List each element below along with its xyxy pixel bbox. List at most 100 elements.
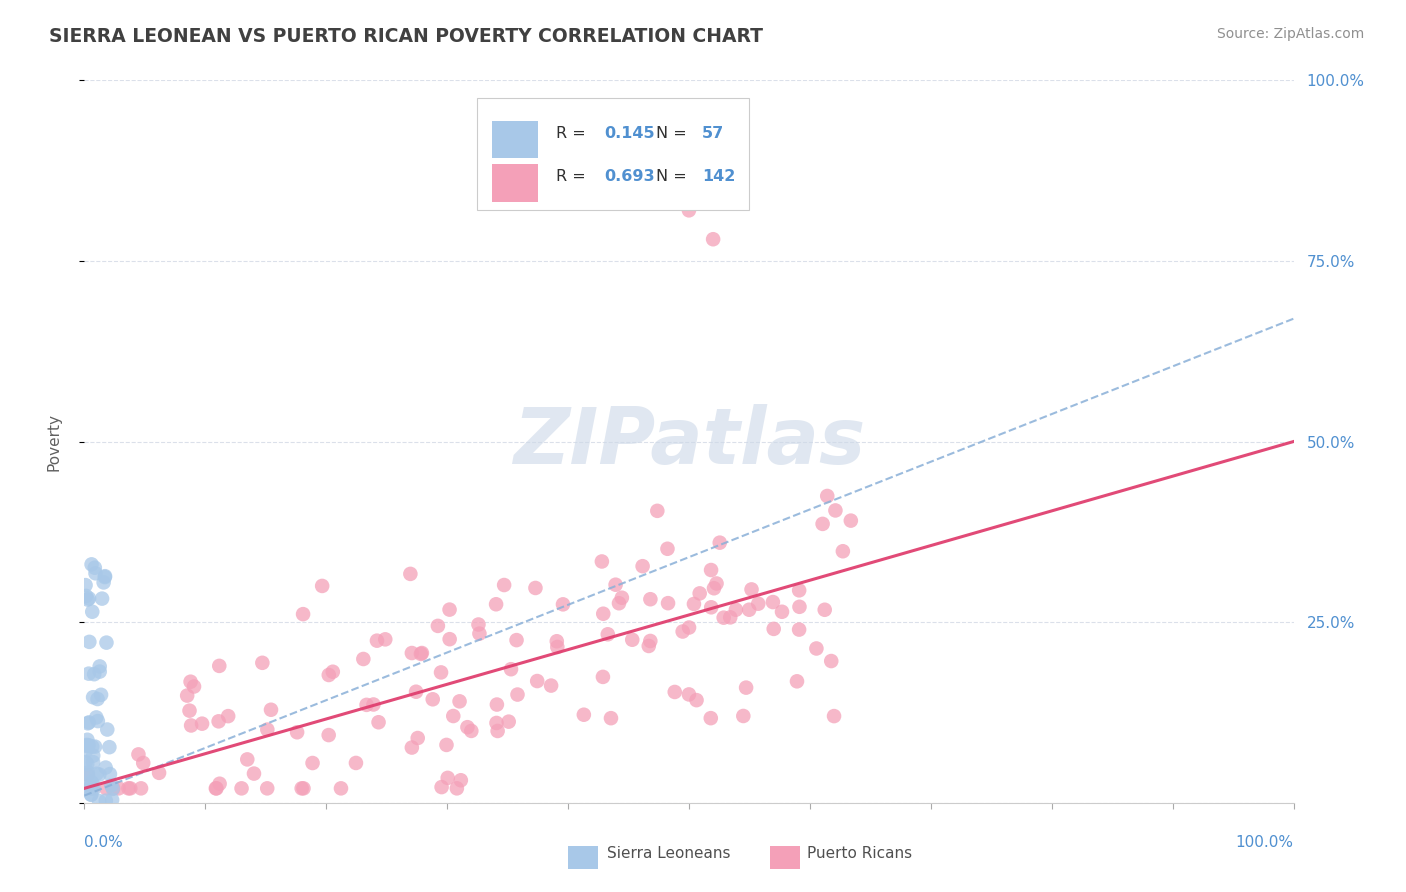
FancyBboxPatch shape bbox=[492, 120, 538, 158]
Point bbox=[607, 596, 630, 610]
Point bbox=[733, 709, 755, 723]
Point bbox=[450, 773, 472, 788]
Point bbox=[741, 582, 763, 597]
Point bbox=[91, 591, 114, 606]
Point bbox=[363, 698, 385, 712]
Point bbox=[352, 652, 374, 666]
Point bbox=[700, 563, 723, 577]
Point bbox=[217, 709, 239, 723]
Point bbox=[839, 514, 862, 528]
Point bbox=[485, 715, 508, 730]
Point bbox=[117, 781, 139, 796]
Point bbox=[75, 739, 97, 753]
Point bbox=[148, 765, 170, 780]
Point bbox=[207, 714, 229, 729]
Point bbox=[94, 570, 117, 584]
Point bbox=[411, 646, 433, 660]
Point bbox=[79, 780, 101, 794]
Point bbox=[80, 780, 103, 794]
Point bbox=[700, 711, 723, 725]
Point bbox=[208, 777, 231, 791]
Text: 142: 142 bbox=[702, 169, 735, 184]
Point bbox=[546, 634, 568, 648]
Point bbox=[82, 690, 104, 705]
Point bbox=[93, 575, 115, 590]
Point bbox=[83, 667, 105, 681]
Text: Sierra Leoneans: Sierra Leoneans bbox=[607, 846, 730, 861]
Point bbox=[76, 716, 98, 731]
Y-axis label: Poverty: Poverty bbox=[46, 412, 62, 471]
Point bbox=[811, 516, 834, 531]
Point bbox=[485, 698, 508, 712]
Point bbox=[441, 709, 464, 723]
Point bbox=[596, 627, 619, 641]
FancyBboxPatch shape bbox=[492, 164, 538, 202]
Point bbox=[709, 535, 731, 549]
Text: SIERRA LEONEAN VS PUERTO RICAN POVERTY CORRELATION CHART: SIERRA LEONEAN VS PUERTO RICAN POVERTY C… bbox=[49, 27, 763, 45]
Point bbox=[94, 794, 117, 808]
Point bbox=[96, 723, 118, 737]
Point bbox=[713, 610, 735, 624]
Point bbox=[129, 781, 152, 796]
Point bbox=[820, 654, 842, 668]
Point bbox=[208, 659, 231, 673]
Point bbox=[311, 579, 333, 593]
Point bbox=[499, 662, 522, 676]
Point bbox=[702, 232, 724, 246]
Point bbox=[551, 598, 574, 612]
Point bbox=[685, 693, 707, 707]
Point bbox=[191, 716, 214, 731]
Point bbox=[724, 603, 747, 617]
Point bbox=[285, 725, 308, 739]
Point bbox=[789, 599, 811, 614]
Point bbox=[100, 779, 122, 793]
Point bbox=[236, 752, 259, 766]
Point bbox=[689, 586, 711, 600]
Point bbox=[120, 781, 142, 796]
Text: 100.0%: 100.0% bbox=[1236, 835, 1294, 850]
Point bbox=[787, 623, 810, 637]
Point bbox=[183, 680, 205, 694]
Point bbox=[806, 641, 828, 656]
Point bbox=[700, 600, 723, 615]
Point bbox=[330, 781, 353, 796]
Point bbox=[180, 674, 202, 689]
Point bbox=[486, 723, 509, 738]
Point bbox=[77, 591, 100, 606]
Point bbox=[637, 639, 659, 653]
Point bbox=[98, 740, 121, 755]
Point bbox=[494, 578, 516, 592]
Point bbox=[318, 668, 340, 682]
Point bbox=[640, 634, 662, 648]
Point bbox=[591, 554, 613, 568]
Point bbox=[82, 776, 104, 790]
Point bbox=[76, 768, 98, 782]
Point bbox=[786, 674, 808, 689]
Point bbox=[405, 684, 427, 698]
Point bbox=[526, 674, 548, 689]
Point bbox=[815, 489, 838, 503]
Point bbox=[672, 624, 695, 639]
Point bbox=[430, 780, 453, 794]
Point bbox=[292, 607, 315, 621]
Point bbox=[75, 743, 97, 757]
Point bbox=[610, 591, 633, 605]
Point bbox=[179, 704, 201, 718]
Point bbox=[678, 203, 700, 218]
Point bbox=[738, 603, 761, 617]
Point bbox=[256, 723, 278, 737]
Point bbox=[252, 656, 274, 670]
Point bbox=[456, 720, 478, 734]
Point bbox=[84, 710, 107, 724]
Point bbox=[621, 632, 644, 647]
Point bbox=[127, 747, 149, 762]
FancyBboxPatch shape bbox=[478, 98, 749, 211]
Point bbox=[426, 619, 449, 633]
Point bbox=[367, 715, 389, 730]
Point bbox=[96, 781, 118, 796]
Point bbox=[231, 781, 253, 796]
Point bbox=[406, 731, 429, 745]
Point bbox=[77, 738, 100, 752]
Point bbox=[449, 694, 471, 708]
Point bbox=[96, 635, 118, 649]
